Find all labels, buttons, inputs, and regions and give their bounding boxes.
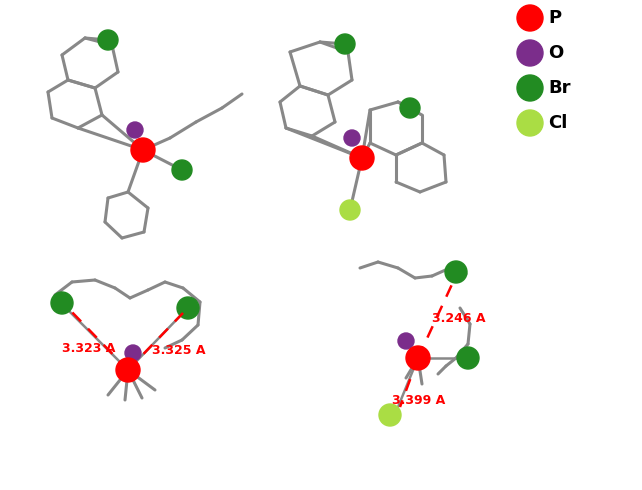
Circle shape [406, 346, 430, 370]
Circle shape [350, 146, 374, 170]
Circle shape [517, 110, 543, 136]
Circle shape [98, 30, 118, 50]
Circle shape [344, 130, 360, 146]
Circle shape [125, 345, 141, 361]
Circle shape [400, 98, 420, 118]
Circle shape [116, 358, 140, 382]
Text: Cl: Cl [548, 114, 568, 132]
Circle shape [517, 40, 543, 66]
Text: O: O [548, 44, 563, 62]
Text: 3.325 A: 3.325 A [152, 343, 205, 357]
Circle shape [127, 122, 143, 138]
Circle shape [340, 200, 360, 220]
Circle shape [131, 138, 155, 162]
Circle shape [335, 34, 355, 54]
Circle shape [51, 292, 73, 314]
Circle shape [457, 347, 479, 369]
Text: 3.246 A: 3.246 A [432, 312, 485, 324]
Text: P: P [548, 9, 561, 27]
Circle shape [517, 75, 543, 101]
Circle shape [398, 333, 414, 349]
Text: 3.399 A: 3.399 A [392, 393, 446, 407]
Circle shape [517, 5, 543, 31]
Circle shape [379, 404, 401, 426]
Text: Br: Br [548, 79, 571, 97]
Text: 3.323 A: 3.323 A [62, 342, 116, 354]
Circle shape [177, 297, 199, 319]
Circle shape [172, 160, 192, 180]
Circle shape [445, 261, 467, 283]
